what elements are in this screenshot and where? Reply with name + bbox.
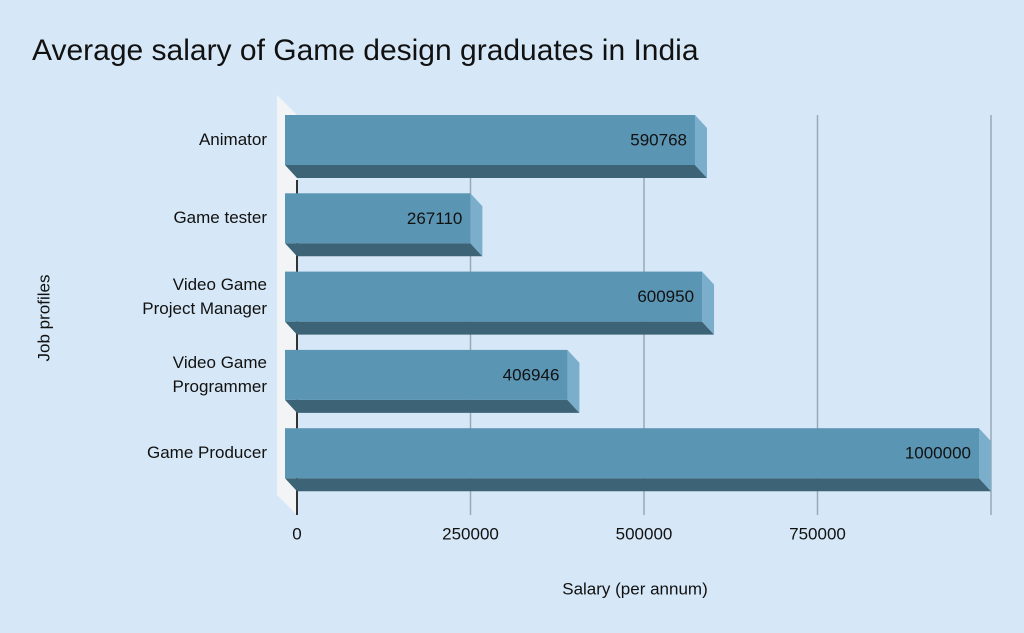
value-label: 1000000 [905,444,971,463]
bar-side [702,271,715,335]
bar [285,428,979,479]
y-axis-title: Job profiles [34,275,53,362]
bar-bottom [285,478,991,492]
bar-side [979,428,991,492]
bar [285,115,695,165]
y-tick-label: Game Producer [147,443,267,463]
value-label: 267110 [407,209,462,228]
bar [285,271,703,322]
x-tick-label: 750000 [789,524,846,543]
y-tick-label: Video Game Programmer [172,352,267,396]
bar-side [694,115,707,178]
chart-title: Average salary of Game design graduates … [32,34,699,67]
x-tick-label: 250000 [442,524,499,543]
x-tick-label: 0 [292,524,301,543]
bar-bottom [285,165,707,178]
value-label: 406946 [503,365,560,384]
y-tick-label: Game tester [173,208,267,228]
bar-bottom [285,399,580,413]
bar [285,193,471,244]
bar-bottom [285,243,483,257]
bar [285,349,568,400]
y-tick-label: Animator [198,130,267,149]
bar-side [567,349,580,413]
value-label: 590768 [630,130,687,149]
x-axis-title: Salary (per annum) [562,579,708,598]
bar-side [470,193,483,257]
bar-bottom [285,321,715,335]
value-label: 600950 [637,287,694,306]
x-tick-label: 500000 [616,524,673,543]
y-tick-label: Video Game Project Manager [142,274,267,318]
